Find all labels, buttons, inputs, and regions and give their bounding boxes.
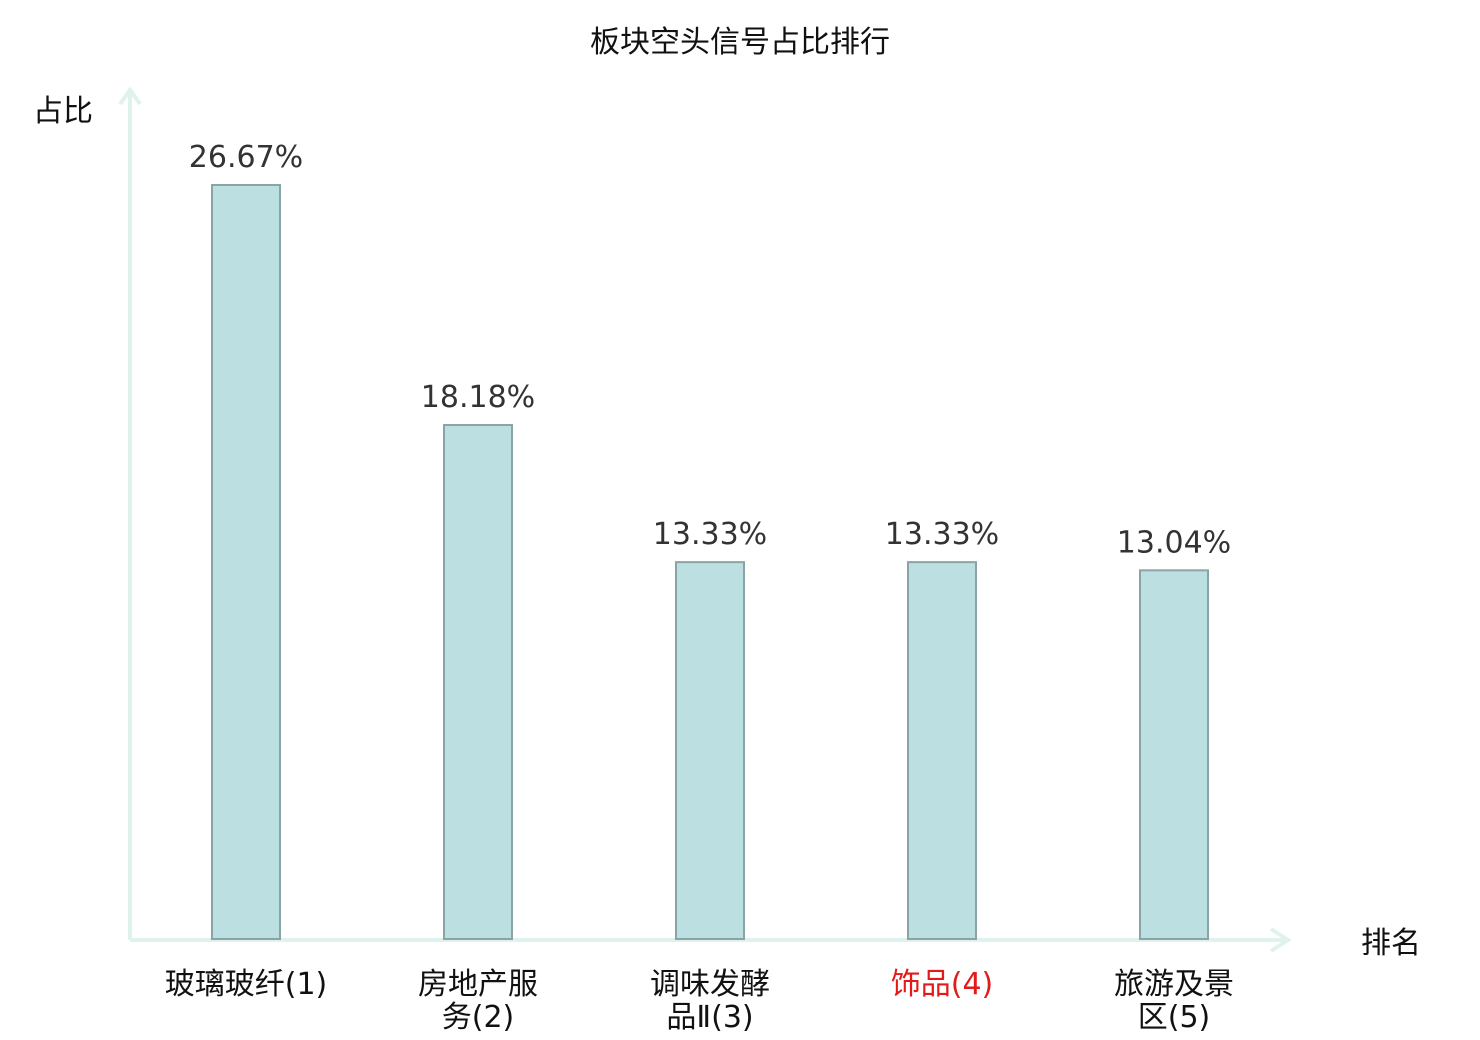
category-label-line: 玻璃玻纤(1) — [165, 967, 328, 1002]
category-label-line: 务(2) — [442, 1000, 515, 1035]
value-label-2: 18.18% — [421, 380, 535, 415]
bar-4 — [907, 561, 977, 940]
category-label-line: 调味发酵 — [650, 967, 770, 1002]
category-label-line: 饰品(4) — [891, 967, 994, 1002]
bars-group: 26.67% 玻璃玻纤(1) 18.18% 房地产服务(2) 13.33% 调味发酵品Ⅱ(… — [165, 140, 1234, 1035]
chart-title: 板块空头信号占比排行 — [590, 25, 890, 60]
category-label-line: 区(5) — [1138, 1000, 1211, 1035]
category-label-5: 旅游及景区(5) — [1114, 967, 1234, 1035]
bar-2 — [443, 424, 513, 941]
y-axis — [118, 86, 142, 940]
y-axis-label: 占比 — [33, 94, 93, 129]
category-label-4: 饰品(4) — [891, 967, 994, 1002]
x-axis-label: 排名 — [1361, 926, 1421, 961]
value-label-4: 13.33% — [885, 517, 999, 552]
category-label-line: 品Ⅱ(3) — [666, 1000, 753, 1035]
bar-3 — [675, 561, 745, 940]
category-label-3: 调味发酵品Ⅱ(3) — [650, 967, 770, 1035]
value-label-5: 13.04% — [1117, 525, 1231, 560]
category-label-line: 旅游及景 — [1114, 967, 1234, 1002]
value-label-3: 13.33% — [653, 517, 767, 552]
value-label-1: 26.67% — [189, 140, 303, 175]
bar-1 — [211, 184, 281, 940]
bar-5 — [1139, 569, 1209, 940]
category-label-2: 房地产服务(2) — [418, 967, 538, 1035]
category-label-line: 房地产服 — [418, 967, 538, 1002]
category-label-1: 玻璃玻纤(1) — [165, 967, 328, 1002]
